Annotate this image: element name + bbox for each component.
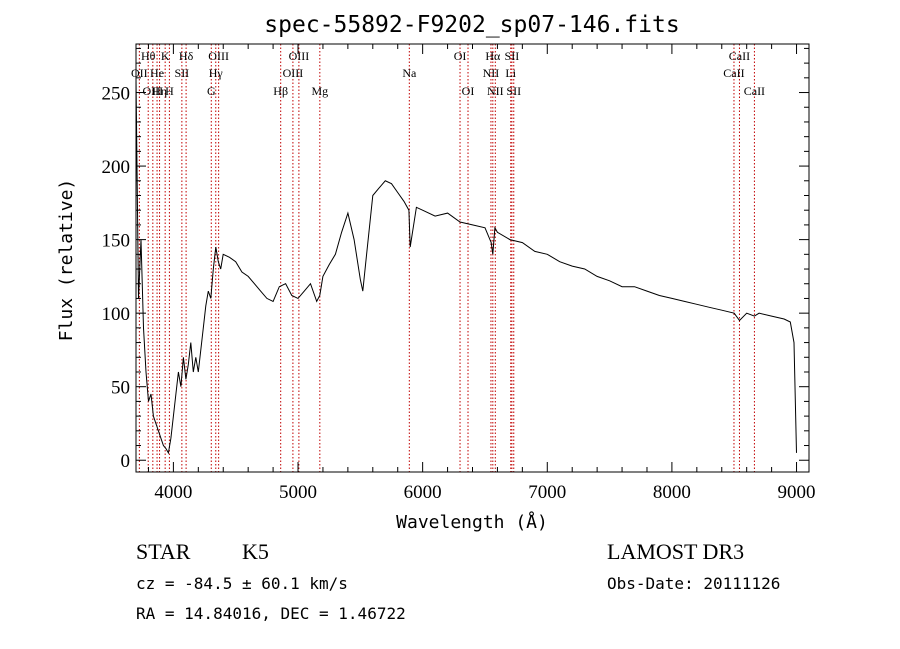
x-tick-label: 6000	[404, 482, 442, 503]
spectral-line-label: Hθ	[141, 49, 156, 63]
redshift-value: cz = -84.5 ± 60.1 km/s	[136, 574, 348, 593]
spectral-line-label: NII	[483, 66, 500, 80]
spectral-line-label: Mg	[311, 84, 328, 98]
spectral-line-markers	[138, 44, 755, 472]
spectral-line-label: K	[161, 49, 170, 63]
x-tick-label: 7000	[528, 482, 566, 503]
spectral-line-label: Na	[402, 66, 417, 80]
x-tick-label: 4000	[154, 482, 192, 503]
y-tick-label: 50	[111, 378, 130, 399]
x-tick-label: 5000	[279, 482, 317, 503]
y-tick-label: 150	[102, 231, 131, 252]
spectral-line-label: Hγ	[209, 66, 224, 80]
spectral-line-label: CaII	[723, 66, 744, 80]
coordinates: RA = 14.84016, DEC = 1.46722	[136, 604, 406, 623]
spectral-line-label: OIII	[142, 84, 163, 98]
survey-name: LAMOST DR3	[607, 539, 744, 564]
chart-title: spec-55892-F9202_sp07-146.fits	[264, 12, 679, 38]
spectral-line-label: CaII	[729, 49, 750, 63]
spectral-line-label: H	[165, 84, 174, 98]
spectral-line-label: CaII	[744, 84, 765, 98]
spectral-line-label: OI	[462, 84, 475, 98]
y-tick-label: 200	[102, 157, 131, 178]
object-type: STAR	[136, 539, 191, 564]
spectral-line-label: OI	[454, 49, 467, 63]
y-tick-label: 0	[121, 451, 131, 472]
spectral-line-label: SII	[506, 84, 521, 98]
spectral-line-label: Li	[505, 66, 516, 80]
spectral-line-labels: OIIHθOIIIHeHηKHSIIHδGHγOIIIHβOIIIOIIIMgN…	[131, 49, 765, 98]
spectral-line-label: OIII	[289, 49, 310, 63]
spectral-line-label: G	[207, 84, 216, 98]
spectral-line-label: OIII	[208, 49, 229, 63]
spectral-line-label: He	[150, 66, 164, 80]
spectral-line-label: Hδ	[179, 49, 194, 63]
x-axis-label: Wavelength (Å)	[396, 511, 548, 533]
y-tick-label: 100	[102, 304, 131, 325]
y-axis-label: Flux (relative)	[56, 179, 77, 342]
spectral-subclass: K5	[242, 539, 269, 564]
spectrum-series-line	[135, 77, 797, 455]
spectral-line-label: Hη	[152, 84, 167, 98]
axis-ticks	[136, 44, 809, 472]
spectral-line-label: OIII	[283, 66, 304, 80]
x-tick-label: 8000	[653, 482, 691, 503]
spectral-line-label: Hβ	[273, 84, 288, 98]
spectral-line-label: NII	[487, 84, 504, 98]
x-tick-labels: 4000 5000 6000 7000 8000 9000	[154, 482, 815, 503]
plot-frame	[135, 43, 810, 473]
spectral-line-label: SII	[175, 66, 190, 80]
observation-date: Obs-Date: 20111126	[607, 574, 780, 593]
x-tick-label: 9000	[778, 482, 816, 503]
spectral-line-label: Hα	[485, 49, 501, 63]
spectral-line-label: SII	[505, 49, 520, 63]
y-tick-label: 250	[102, 84, 131, 105]
y-tick-labels: 0 50 100 150 200 250	[102, 84, 131, 473]
spectral-line-label: OII	[131, 66, 148, 80]
